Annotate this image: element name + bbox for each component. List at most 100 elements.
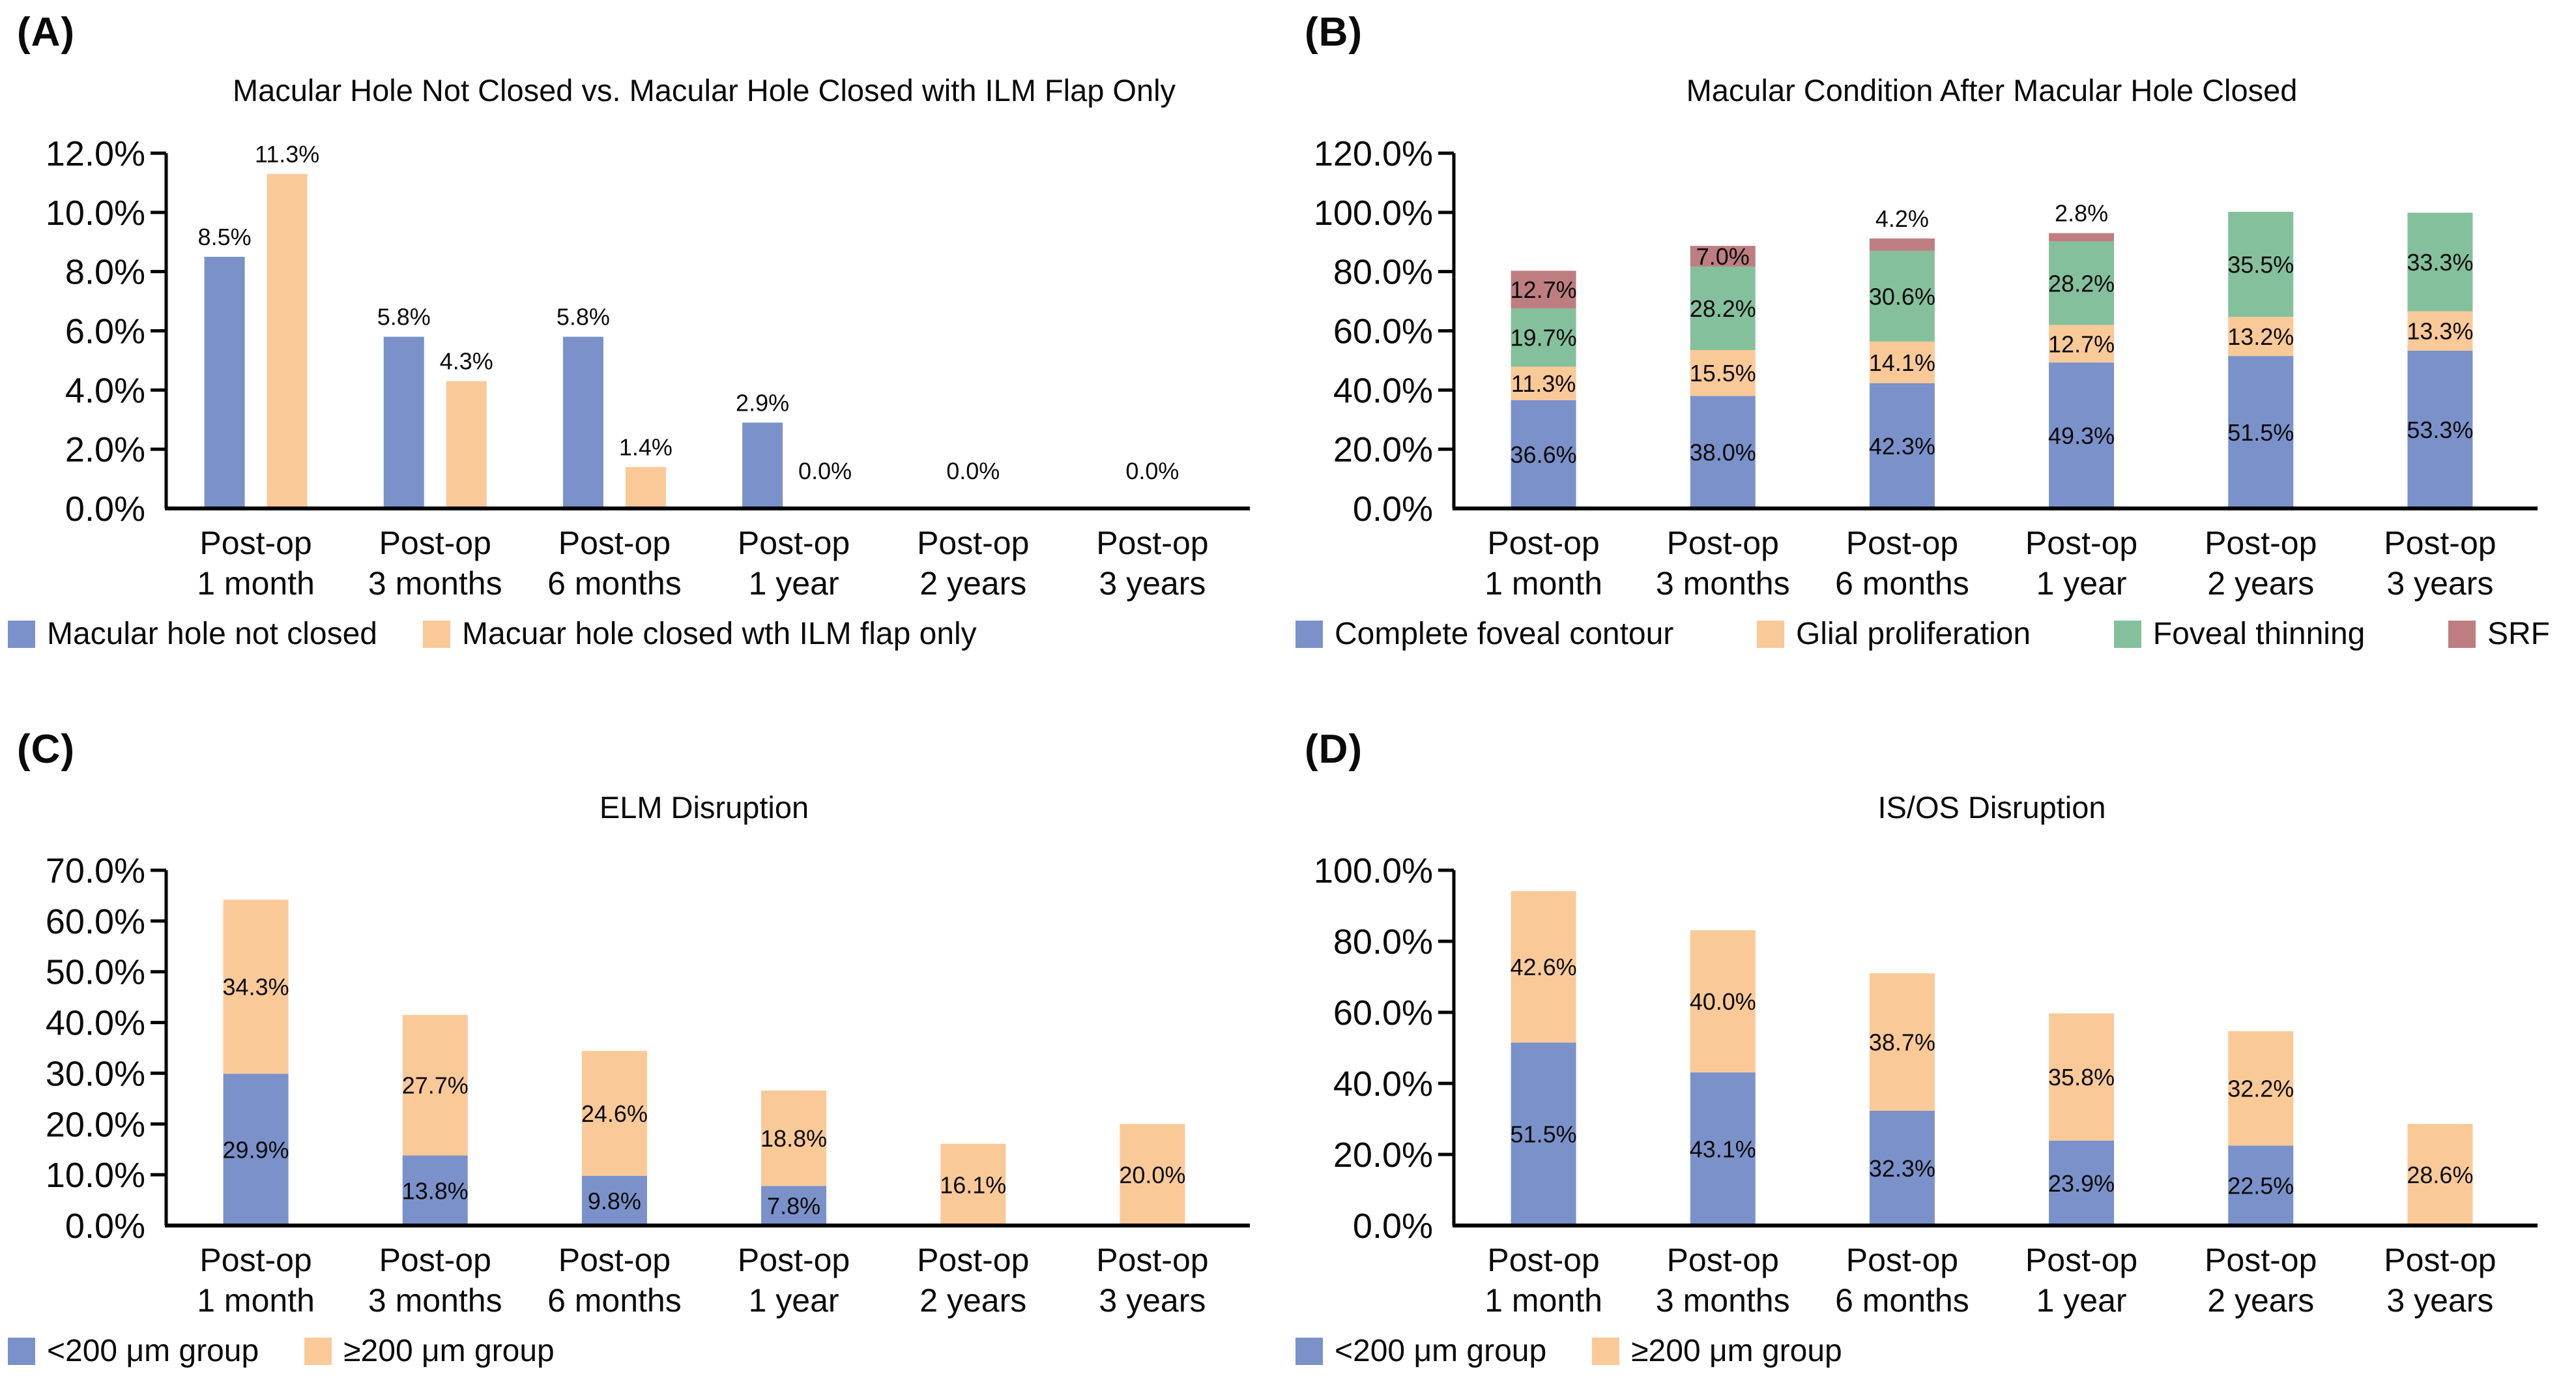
bar-segment [2407,311,2473,351]
value-label: 12.7% [1511,276,1577,303]
value-label: 0.0% [1125,458,1179,484]
bar-segment [2049,233,2115,242]
y-axis-tick-label: 6.0% [65,312,145,351]
chart-title: Macular Hole Not Closed vs. Macular Hole… [233,73,1176,108]
category-label: 2 years [919,565,1026,602]
legend-item: <200 μm group [1295,1333,1546,1369]
bar-segment [1869,238,1935,251]
bar-segment [2049,1013,2115,1141]
bar-segment [2049,362,2115,508]
y-axis-tick-label: 10.0% [46,1156,145,1195]
chart-legend: Complete foveal contour Glial proliferati… [1288,616,2576,652]
bar-segment [1511,891,1576,1043]
bar-segment [1869,250,1935,342]
bar-segment [402,1014,468,1156]
legend-label: Macuar hole closed wth ILM flap only [461,617,977,651]
bar-segment [2228,1031,2294,1146]
value-label: 49.3% [2048,422,2115,449]
category-label: Post-op [738,1242,850,1278]
value-label: 29.9% [223,1137,289,1164]
category-label: 1 year [2036,1282,2127,1319]
bar-segment [1511,366,1576,400]
panel-letter: (B) [1305,10,1363,55]
bar-segment [1690,930,1756,1073]
value-label: 32.3% [1869,1155,1935,1182]
bar-segment [2228,211,2294,317]
bar-segment [402,1155,468,1226]
bar-segment [1690,266,1756,351]
y-axis-tick-label: 0.0% [65,490,145,529]
value-label: 14.1% [1869,349,1935,376]
chart-title: IS/OS Disruption [1877,790,2106,825]
chart-legend: Macular hole not closed Macuar hole close… [0,616,1288,652]
chart-legend: <200 μm group ≥200 μm group [1288,1333,2576,1369]
category-label: 6 months [547,1282,682,1319]
category-label: Post-op [2205,1242,2317,1278]
y-axis-tick-label: 0.0% [1353,490,1433,529]
category-label: 6 months [547,565,682,602]
bar-chart-svg: ELM Disruption 0.0% 10.0% 20.0% 30.0% 40.0% 50… [46,790,1250,1319]
bar-segment [940,1143,1006,1226]
bar-segment [223,900,289,1074]
category-label: 3 years [1099,1282,1206,1319]
legend-item: Macuar hole closed wth ILM flap only [422,616,977,652]
category-label: 6 months [1835,1282,1969,1319]
bar-segment [2407,350,2473,508]
category-label: 3 months [368,1282,502,1319]
category-label: 1 month [197,565,315,602]
category-label: Post-op [2205,525,2317,561]
legend-swatch-icon [2113,620,2141,648]
bar-segment [1690,350,1756,396]
legend-swatch-icon [2448,620,2476,648]
value-label: 34.3% [223,974,289,1001]
y-axis-tick-label: 60.0% [46,902,145,941]
value-label: 42.3% [1869,433,1935,460]
category-label: Post-op [199,1242,311,1278]
value-label: 16.1% [940,1171,1006,1198]
bar-segment [2228,1145,2294,1226]
category-label: Post-op [738,525,850,561]
value-label: 27.7% [402,1072,469,1099]
bar-chart-svg: Macular Hole Not Closed vs. Macular Hole… [46,73,1250,602]
value-label: 43.1% [1690,1136,1756,1163]
legend-label: ≥200 μm group [343,1334,555,1368]
category-label: 1 year [749,565,839,602]
bar-segment [2228,356,2294,508]
category-label: Post-op [558,1242,671,1278]
bar-segment [1869,383,1935,508]
value-label: 4.2% [1875,205,1929,232]
bar-segment [1869,973,1935,1111]
chart-title: ELM Disruption [600,790,809,825]
value-label: 38.7% [1869,1029,1935,1056]
y-axis-tick-label: 8.0% [65,253,145,292]
y-axis-tick-label: 50.0% [46,953,145,992]
legend-label: ≥200 μm group [1631,1334,1842,1368]
bar-segment [761,1186,827,1226]
legend-item: Complete foveal contour [1295,616,1673,652]
value-label: 13.3% [2407,318,2473,345]
value-label: 28.6% [2407,1162,2473,1188]
y-axis-tick-label: 0.0% [65,1207,145,1246]
y-axis-tick-label: 10.0% [46,194,145,233]
legend-label: Glial proliferation [1795,617,2031,651]
legend-label: <200 μm group [47,1334,259,1368]
category-label: 3 months [1656,1282,1790,1319]
value-label: 30.6% [1869,283,1935,310]
bar-segment [2407,1124,2473,1226]
value-label: 7.0% [1696,243,1750,270]
value-label: 38.0% [1690,439,1756,466]
bar-segment [2049,1140,2115,1226]
value-label: 53.3% [2407,417,2473,443]
legend-swatch-icon [8,1337,35,1365]
chart-legend: <200 μm group ≥200 μm group [0,1333,1288,1369]
value-label: 35.5% [2227,252,2294,278]
value-label: 20.0% [1119,1162,1185,1188]
legend-label: SRF [2487,617,2550,651]
bar-segment [223,1074,289,1226]
bar-segment [1120,1124,1185,1226]
bar [562,336,603,508]
bar-chart-svg: Macular Condition After Macular Hole Clo… [1314,73,2538,602]
y-axis-tick-label: 70.0% [46,851,145,890]
category-label: Post-op [2384,525,2496,561]
y-axis-tick-label: 60.0% [1333,993,1433,1033]
